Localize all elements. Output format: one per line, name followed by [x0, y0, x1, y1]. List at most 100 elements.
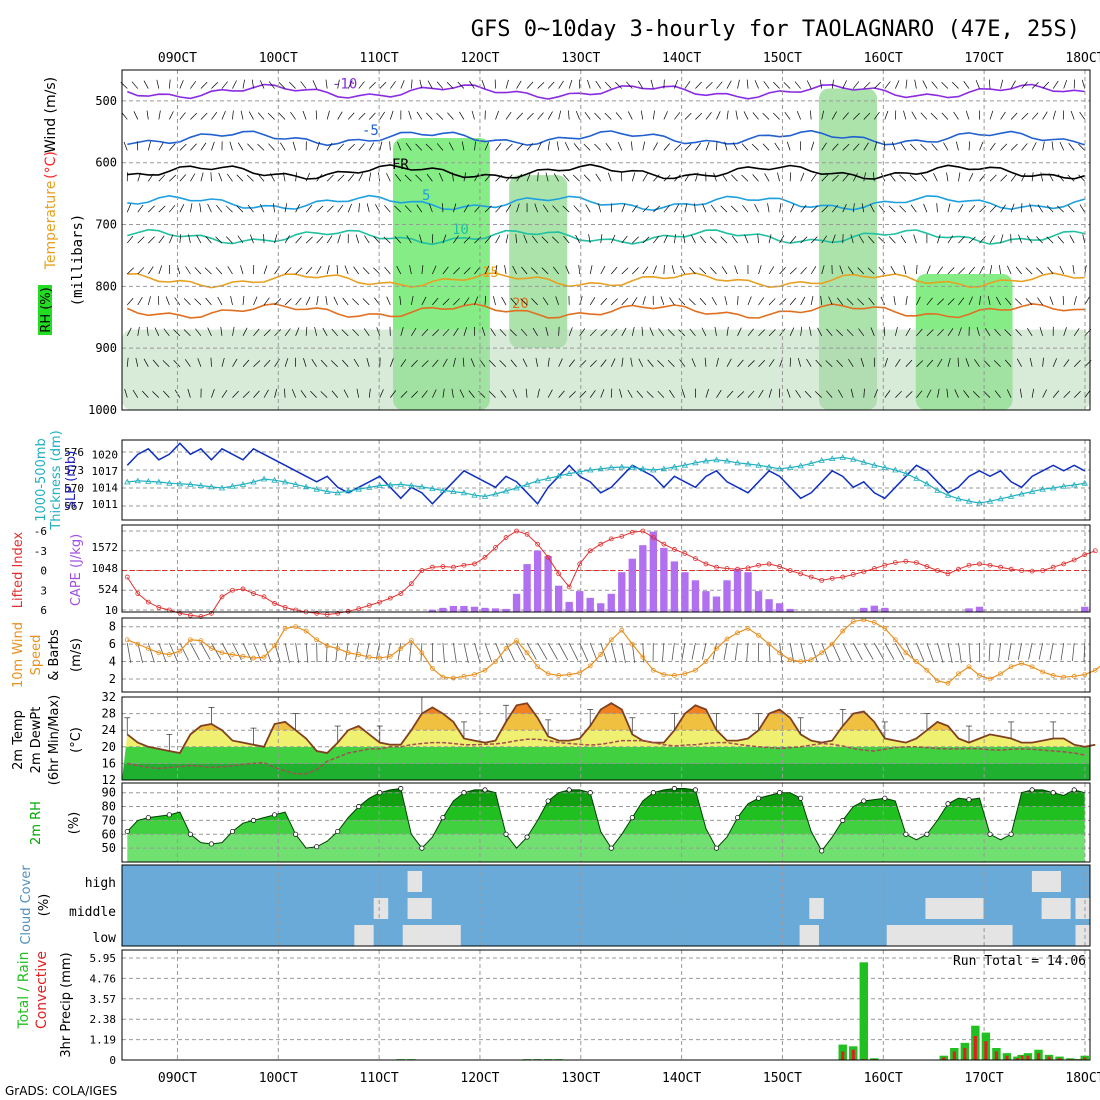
wind-barb — [421, 360, 429, 367]
wind-speed-point — [724, 636, 730, 642]
wind-barb — [737, 359, 744, 367]
surface-wind-barb — [200, 642, 211, 660]
wind-barb — [976, 327, 980, 336]
precip-tick-label: 2.38 — [90, 1013, 117, 1026]
wind-speed-point — [251, 655, 256, 661]
li-point — [345, 608, 351, 614]
thickness-point — [702, 457, 710, 464]
wind-barb — [968, 236, 976, 244]
rh-point — [566, 787, 572, 793]
wind-barb — [979, 265, 984, 275]
wind-speed-axis-label: Speed — [29, 635, 44, 676]
li-point — [145, 599, 151, 605]
cape-bar — [860, 607, 868, 612]
wind-speed-point — [293, 624, 299, 630]
wind-barb — [215, 267, 223, 275]
wind-barb — [994, 328, 1001, 337]
li-point — [335, 610, 341, 616]
surface-wind-barb — [568, 642, 579, 661]
wind-barb — [831, 111, 837, 120]
wind-barb — [910, 204, 917, 213]
wind-barb — [199, 203, 202, 213]
wind-barb — [282, 172, 286, 182]
wind-barb — [621, 357, 624, 367]
wind-barb — [406, 235, 412, 244]
wind-barb — [227, 266, 233, 275]
isotherm-line — [127, 83, 1085, 100]
wind-barb — [250, 234, 254, 244]
surface-wind-barb — [295, 642, 300, 664]
wind-barb — [369, 81, 376, 89]
wind-barb — [937, 234, 941, 244]
wind-barb — [674, 112, 681, 120]
wind-barb — [600, 234, 603, 244]
wind-barb — [148, 236, 155, 244]
thickness-point — [965, 497, 973, 504]
wind-barb — [911, 111, 917, 120]
rh-point — [713, 845, 720, 851]
cape-bar — [681, 572, 689, 612]
wind-barb — [884, 81, 891, 89]
wind-barb — [501, 296, 507, 306]
cape-bar — [723, 580, 731, 612]
isotherm-line — [127, 163, 1085, 180]
wind-barb — [421, 296, 427, 306]
wind-barb — [846, 329, 854, 337]
rh-point — [756, 795, 762, 801]
wind-barb — [1000, 143, 1008, 151]
thickness-point — [660, 465, 668, 472]
wind-barb — [956, 141, 959, 151]
thickness-point — [860, 458, 867, 465]
temp-tick-label: 20 — [102, 740, 116, 754]
thickness-point — [471, 491, 478, 498]
wind-barb — [479, 359, 486, 367]
wind-barb — [714, 326, 717, 336]
wind-barb — [226, 236, 233, 244]
wind-barb — [432, 329, 440, 337]
temp-tick-label: 32 — [102, 690, 116, 704]
wind-barb — [291, 389, 296, 398]
wind-barb — [1070, 110, 1075, 120]
li-point — [240, 586, 246, 592]
wind-tick-label: 6 — [109, 637, 116, 651]
wind-speed-point — [903, 650, 909, 656]
wind-barb — [642, 205, 650, 213]
wind-barb — [699, 235, 707, 244]
wind-barb — [989, 142, 996, 151]
wind-barb — [598, 203, 602, 213]
wind-barb — [573, 143, 580, 151]
wind-barb — [585, 204, 591, 213]
wind-barb — [888, 205, 896, 213]
surface-wind-barb — [1083, 642, 1086, 662]
rh-zone — [509, 175, 568, 349]
wind-barb — [446, 82, 454, 89]
wind-barb — [190, 143, 197, 151]
wind-barb — [274, 234, 278, 244]
wind-barb — [257, 174, 265, 182]
panel-frame — [121, 864, 1091, 947]
top-tick-label: 13OCT — [561, 51, 600, 66]
wind-barb — [337, 174, 345, 182]
wind-barb — [141, 390, 149, 398]
wind-barb — [789, 203, 795, 213]
wind-barb — [404, 174, 412, 182]
wind-barb — [1042, 111, 1048, 120]
wind-barb — [211, 389, 215, 398]
wind-barb — [933, 173, 938, 182]
wind-barb — [1010, 112, 1018, 120]
wind-barb — [786, 389, 791, 398]
wind-barb — [710, 204, 717, 213]
wind-barb — [679, 359, 686, 367]
wind-barb — [600, 265, 606, 275]
wind-speed-point — [987, 676, 993, 682]
li-point — [377, 599, 383, 605]
wind-barb — [190, 173, 196, 182]
li-point — [251, 591, 256, 596]
thickness-point — [1049, 484, 1057, 491]
panel-frame — [121, 782, 1091, 863]
wind-speed-point — [1071, 673, 1077, 679]
wind-barb — [713, 172, 717, 182]
wind-barb — [267, 112, 275, 120]
wind-speed-point — [756, 633, 761, 638]
wind-barb — [996, 296, 1001, 306]
